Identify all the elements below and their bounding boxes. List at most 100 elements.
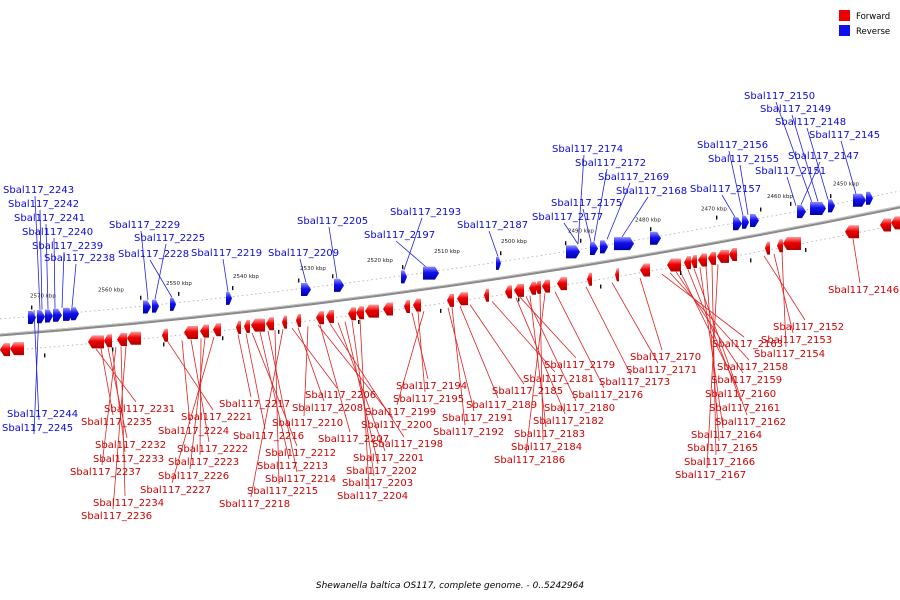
reverse-gene-arrow[interactable]	[828, 199, 835, 213]
forward-gene-label[interactable]: Sbal117_2179	[544, 360, 615, 371]
reverse-gene-label[interactable]: Sbal117_2209	[268, 248, 339, 259]
reverse-gene-label[interactable]: Sbal117_2243	[3, 185, 74, 196]
forward-gene-label[interactable]: Sbal117_2195	[393, 394, 464, 405]
reverse-gene-arrow[interactable]	[226, 291, 232, 305]
reverse-gene-arrow[interactable]	[53, 308, 62, 322]
reverse-gene-arrow[interactable]	[301, 282, 311, 296]
reverse-gene-arrow[interactable]	[810, 201, 826, 215]
reverse-gene-label[interactable]: Sbal117_2157	[690, 184, 761, 195]
forward-gene-arrow[interactable]	[236, 320, 241, 334]
forward-gene-arrow[interactable]	[535, 280, 541, 294]
forward-gene-arrow[interactable]	[845, 225, 859, 239]
reverse-gene-arrow[interactable]	[853, 193, 866, 207]
reverse-gene-label[interactable]: Sbal117_2172	[575, 158, 646, 169]
forward-gene-label[interactable]: Sbal117_2158	[717, 362, 788, 373]
forward-gene-arrow[interactable]	[365, 304, 379, 318]
forward-gene-arrow[interactable]	[542, 279, 550, 293]
reverse-gene-arrow[interactable]	[496, 256, 501, 270]
reverse-gene-label[interactable]: Sbal117_2239	[32, 241, 103, 252]
forward-gene-arrow[interactable]	[880, 218, 891, 232]
forward-gene-label[interactable]: Sbal117_2194	[396, 381, 467, 392]
forward-gene-label[interactable]: Sbal117_2152	[773, 322, 844, 333]
reverse-gene-label[interactable]: Sbal117_2151	[755, 166, 826, 177]
forward-gene-label[interactable]: Sbal117_2217	[219, 399, 290, 410]
reverse-gene-label[interactable]: Sbal117_2238	[44, 253, 115, 264]
forward-gene-arrow[interactable]	[484, 288, 489, 302]
forward-gene-arrow[interactable]	[413, 298, 421, 312]
reverse-gene-arrow[interactable]	[566, 245, 580, 259]
reverse-gene-arrow[interactable]	[797, 205, 806, 219]
forward-gene-arrow[interactable]	[0, 343, 10, 357]
forward-gene-label[interactable]: Sbal117_2213	[257, 461, 328, 472]
reverse-gene-label[interactable]: Sbal117_2175	[551, 198, 622, 209]
forward-gene-label[interactable]: Sbal117_2231	[104, 404, 175, 415]
forward-gene-arrow[interactable]	[587, 272, 592, 286]
forward-gene-label[interactable]: Sbal117_2154	[754, 349, 825, 360]
reverse-gene-label[interactable]: Sbal117_2148	[775, 117, 846, 128]
reverse-gene-label[interactable]: Sbal117_2244	[7, 409, 78, 420]
forward-gene-label[interactable]: Sbal117_2223	[168, 457, 239, 468]
forward-gene-arrow[interactable]	[184, 326, 198, 340]
forward-gene-label[interactable]: Sbal117_2227	[140, 485, 211, 496]
forward-gene-arrow[interactable]	[244, 319, 250, 333]
forward-gene-label[interactable]: Sbal117_2204	[337, 491, 408, 502]
forward-gene-arrow[interactable]	[777, 239, 783, 253]
forward-gene-label[interactable]: Sbal117_2166	[684, 457, 755, 468]
reverse-gene-arrow[interactable]	[401, 270, 407, 284]
forward-gene-arrow[interactable]	[213, 323, 221, 337]
reverse-gene-arrow[interactable]	[614, 237, 634, 251]
forward-gene-label[interactable]: Sbal117_2202	[346, 466, 417, 477]
forward-gene-arrow[interactable]	[117, 332, 127, 346]
forward-gene-arrow[interactable]	[104, 334, 112, 348]
forward-gene-label[interactable]: Sbal117_2162	[715, 417, 786, 428]
reverse-gene-arrow[interactable]	[600, 240, 608, 254]
forward-gene-label[interactable]: Sbal117_2232	[95, 440, 166, 451]
reverse-gene-arrow[interactable]	[334, 278, 344, 292]
forward-gene-label[interactable]: Sbal117_2185	[492, 386, 563, 397]
forward-gene-arrow[interactable]	[717, 249, 729, 263]
forward-gene-label[interactable]: Sbal117_2214	[265, 474, 336, 485]
forward-gene-label[interactable]: Sbal117_2173	[599, 377, 670, 388]
forward-gene-arrow[interactable]	[251, 318, 265, 332]
forward-gene-label[interactable]: Sbal117_2167	[675, 470, 746, 481]
forward-gene-label[interactable]: Sbal117_2159	[711, 375, 782, 386]
reverse-gene-arrow[interactable]	[170, 297, 176, 311]
reverse-gene-label[interactable]: Sbal117_2169	[598, 172, 669, 183]
reverse-gene-arrow[interactable]	[650, 231, 661, 245]
reverse-gene-label[interactable]: Sbal117_2241	[14, 213, 85, 224]
forward-gene-label[interactable]: Sbal117_2208	[292, 403, 363, 414]
forward-gene-label[interactable]: Sbal117_2180	[544, 403, 615, 414]
forward-gene-arrow[interactable]	[783, 236, 801, 250]
forward-gene-label[interactable]: Sbal117_2210	[272, 418, 343, 429]
forward-gene-arrow[interactable]	[691, 255, 697, 269]
forward-gene-arrow[interactable]	[891, 216, 900, 230]
reverse-gene-label[interactable]: Sbal117_2229	[109, 220, 180, 231]
forward-gene-label[interactable]: Sbal117_2163	[712, 339, 783, 350]
forward-gene-label[interactable]: Sbal117_2215	[247, 486, 318, 497]
reverse-gene-arrow[interactable]	[143, 300, 151, 314]
forward-gene-arrow[interactable]	[765, 241, 770, 255]
forward-gene-label[interactable]: Sbal117_2199	[365, 407, 436, 418]
forward-gene-label[interactable]: Sbal117_2198	[372, 439, 443, 450]
forward-gene-label[interactable]: Sbal117_2153	[761, 335, 832, 346]
reverse-gene-label[interactable]: Sbal117_2225	[134, 233, 205, 244]
reverse-gene-label[interactable]: Sbal117_2219	[191, 248, 262, 259]
forward-gene-label[interactable]: Sbal117_2221	[181, 412, 252, 423]
reverse-gene-label[interactable]: Sbal117_2228	[118, 249, 189, 260]
forward-gene-arrow[interactable]	[667, 258, 681, 272]
forward-gene-arrow[interactable]	[529, 281, 536, 295]
reverse-gene-arrow[interactable]	[45, 309, 53, 323]
forward-gene-arrow[interactable]	[447, 293, 454, 307]
forward-gene-label[interactable]: Sbal117_2182	[533, 416, 604, 427]
forward-gene-label[interactable]: Sbal117_2218	[219, 499, 290, 510]
forward-gene-label[interactable]: Sbal117_2164	[691, 430, 762, 441]
reverse-gene-label[interactable]: Sbal117_2205	[297, 216, 368, 227]
forward-gene-label[interactable]: Sbal117_2207	[318, 434, 389, 445]
forward-gene-arrow[interactable]	[708, 251, 716, 265]
reverse-gene-arrow[interactable]	[866, 191, 873, 205]
forward-gene-label[interactable]: Sbal117_2236	[81, 511, 152, 522]
forward-gene-arrow[interactable]	[615, 268, 619, 282]
forward-gene-label[interactable]: Sbal117_2183	[514, 429, 585, 440]
forward-gene-label[interactable]: Sbal117_2234	[93, 498, 164, 509]
forward-gene-label[interactable]: Sbal117_2203	[342, 478, 413, 489]
